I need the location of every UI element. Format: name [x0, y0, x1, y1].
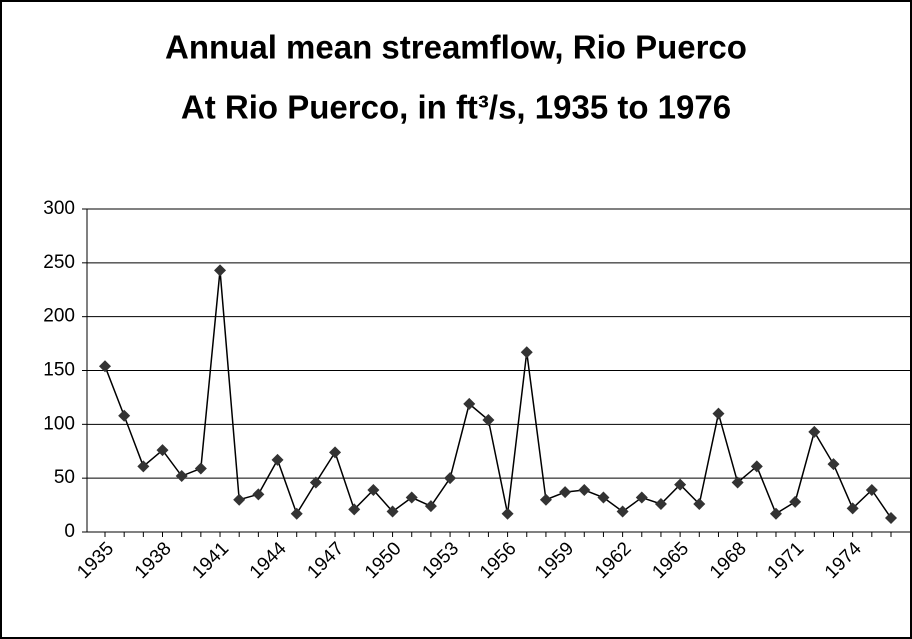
chart-title: Annual mean streamflow, Rio Puerco: [165, 29, 747, 66]
marker: [214, 264, 227, 277]
marker: [194, 462, 207, 475]
line: [104, 270, 892, 519]
marker: [309, 476, 322, 489]
marker: [271, 453, 284, 466]
marker: [827, 458, 840, 471]
marker: [635, 491, 648, 504]
marker: [789, 495, 802, 508]
y-tick-label: 200: [43, 306, 75, 327]
chart-subtitle: At Rio Puerco, in ft³/s, 1935 to 1976: [181, 89, 731, 126]
marker: [367, 484, 380, 497]
marker: [865, 484, 878, 497]
marker: [137, 460, 150, 473]
marker: [156, 444, 169, 457]
y-tick-label: 50: [54, 467, 75, 488]
marker: [290, 507, 303, 520]
marker: [769, 507, 782, 520]
marker: [808, 425, 821, 438]
marker: [559, 486, 572, 499]
marker: [99, 360, 111, 373]
y-tick-label: 300: [43, 198, 75, 219]
marker: [597, 491, 610, 504]
marker: [348, 503, 361, 516]
marker: [520, 346, 533, 359]
y-tick-label: 0: [64, 521, 75, 542]
marker: [329, 446, 342, 459]
marker: [539, 493, 552, 506]
marker: [674, 478, 687, 491]
marker: [405, 491, 418, 504]
y-tick-label: 100: [43, 413, 75, 434]
marker: [501, 507, 514, 520]
marker: [693, 498, 706, 511]
marker: [252, 488, 265, 501]
marker: [233, 493, 246, 506]
marker: [175, 470, 188, 483]
marker: [444, 472, 457, 485]
marker: [712, 407, 725, 420]
marker: [885, 512, 897, 525]
marker: [731, 476, 744, 489]
marker: [616, 505, 629, 518]
marker: [750, 460, 763, 473]
marker: [578, 484, 591, 497]
marker: [482, 414, 495, 427]
marker: [463, 397, 476, 410]
marker: [654, 498, 667, 511]
y-tick-label: 150: [43, 360, 75, 381]
marker: [846, 502, 859, 515]
marker: [118, 409, 131, 422]
y-tick-label: 250: [43, 252, 75, 273]
marker: [386, 505, 399, 518]
marker: [424, 500, 437, 513]
